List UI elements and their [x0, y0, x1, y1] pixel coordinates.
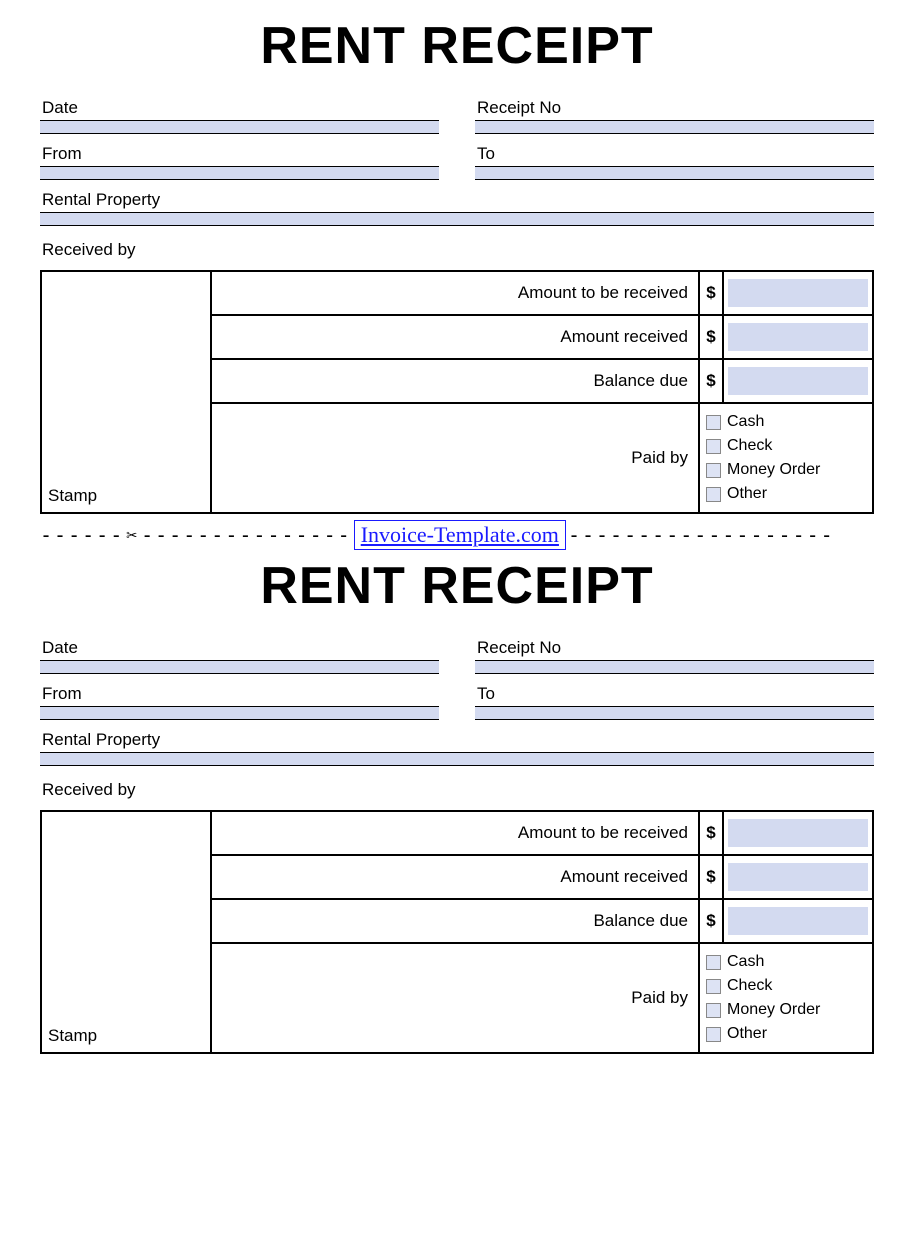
input-to[interactable] — [475, 166, 874, 180]
input-amount-received[interactable] — [723, 855, 873, 899]
input-rental-property[interactable] — [40, 212, 874, 226]
input-to[interactable] — [475, 706, 874, 720]
input-balance-due[interactable] — [723, 359, 873, 403]
input-receipt-no[interactable] — [475, 660, 874, 674]
amounts-table: Stamp Amount to be received $ Amount rec… — [40, 810, 874, 1054]
input-from[interactable] — [40, 706, 439, 720]
field-date: Date — [40, 94, 439, 134]
option-money-order[interactable]: Money Order — [706, 458, 866, 482]
label-balance-due: Balance due — [211, 359, 699, 403]
field-from: From — [40, 680, 439, 720]
input-rental-property[interactable] — [40, 752, 874, 766]
label-stamp: Stamp — [48, 1026, 97, 1045]
field-from: From — [40, 140, 439, 180]
option-other[interactable]: Other — [706, 482, 866, 506]
receipt-title: RENT RECEIPT — [40, 16, 874, 76]
label-from: From — [40, 140, 439, 166]
checkbox-icon — [706, 415, 721, 430]
label-receipt-no: Receipt No — [475, 94, 874, 120]
label-date: Date — [40, 634, 439, 660]
input-amount-to-be-received[interactable] — [723, 271, 873, 315]
label-date: Date — [40, 94, 439, 120]
label-to: To — [475, 140, 874, 166]
label-receipt-no: Receipt No — [475, 634, 874, 660]
label-stamp: Stamp — [48, 486, 97, 505]
label-amount-to-be-received: Amount to be received — [211, 271, 699, 315]
option-cash[interactable]: Cash — [706, 410, 866, 434]
input-balance-due[interactable] — [723, 899, 873, 943]
checkbox-icon — [706, 955, 721, 970]
cut-line: ------ ✂ --------------- Invoice-Templat… — [40, 520, 874, 550]
option-cash[interactable]: Cash — [706, 950, 866, 974]
dash-left-2: --------------- — [141, 523, 352, 547]
field-rental-property: Rental Property — [40, 186, 874, 226]
currency-symbol: $ — [699, 359, 723, 403]
dash-right: ------------------- — [568, 523, 835, 547]
amounts-table: Stamp Amount to be received $ Amount rec… — [40, 270, 874, 514]
label-balance-due: Balance due — [211, 899, 699, 943]
label-amount-received: Amount received — [211, 855, 699, 899]
label-rental-property: Rental Property — [40, 726, 874, 752]
input-receipt-no[interactable] — [475, 120, 874, 134]
input-amount-to-be-received[interactable] — [723, 811, 873, 855]
receipt-title: RENT RECEIPT — [40, 556, 874, 616]
scissors-icon: ✂ — [124, 525, 141, 546]
option-check[interactable]: Check — [706, 974, 866, 998]
field-to: To — [475, 680, 874, 720]
label-paid-by: Paid by — [211, 943, 699, 1053]
field-rental-property: Rental Property — [40, 726, 874, 766]
paid-by-options: Cash Check Money Order Other — [699, 403, 873, 513]
label-amount-to-be-received: Amount to be received — [211, 811, 699, 855]
input-from[interactable] — [40, 166, 439, 180]
checkbox-icon — [706, 1027, 721, 1042]
currency-symbol: $ — [699, 811, 723, 855]
label-rental-property: Rental Property — [40, 186, 874, 212]
option-check[interactable]: Check — [706, 434, 866, 458]
checkbox-icon — [706, 439, 721, 454]
receipt-bottom: RENT RECEIPT Date Receipt No From To Ren… — [40, 556, 874, 1054]
currency-symbol: $ — [699, 315, 723, 359]
currency-symbol: $ — [699, 271, 723, 315]
checkbox-icon — [706, 487, 721, 502]
field-to: To — [475, 140, 874, 180]
label-received-by: Received by — [40, 772, 874, 810]
input-amount-received[interactable] — [723, 315, 873, 359]
checkbox-icon — [706, 1003, 721, 1018]
stamp-cell: Stamp — [41, 271, 211, 513]
label-amount-received: Amount received — [211, 315, 699, 359]
dash-left-1: ------ — [40, 523, 124, 547]
option-other[interactable]: Other — [706, 1022, 866, 1046]
field-receipt-no: Receipt No — [475, 94, 874, 134]
checkbox-icon — [706, 463, 721, 478]
receipt-top: RENT RECEIPT Date Receipt No From To Ren… — [40, 16, 874, 514]
stamp-cell: Stamp — [41, 811, 211, 1053]
label-from: From — [40, 680, 439, 706]
label-to: To — [475, 680, 874, 706]
input-date[interactable] — [40, 120, 439, 134]
field-receipt-no: Receipt No — [475, 634, 874, 674]
label-received-by: Received by — [40, 232, 874, 270]
checkbox-icon — [706, 979, 721, 994]
field-date: Date — [40, 634, 439, 674]
template-link[interactable]: Invoice-Template.com — [354, 520, 566, 550]
currency-symbol: $ — [699, 899, 723, 943]
currency-symbol: $ — [699, 855, 723, 899]
label-paid-by: Paid by — [211, 403, 699, 513]
input-date[interactable] — [40, 660, 439, 674]
paid-by-options: Cash Check Money Order Other — [699, 943, 873, 1053]
option-money-order[interactable]: Money Order — [706, 998, 866, 1022]
